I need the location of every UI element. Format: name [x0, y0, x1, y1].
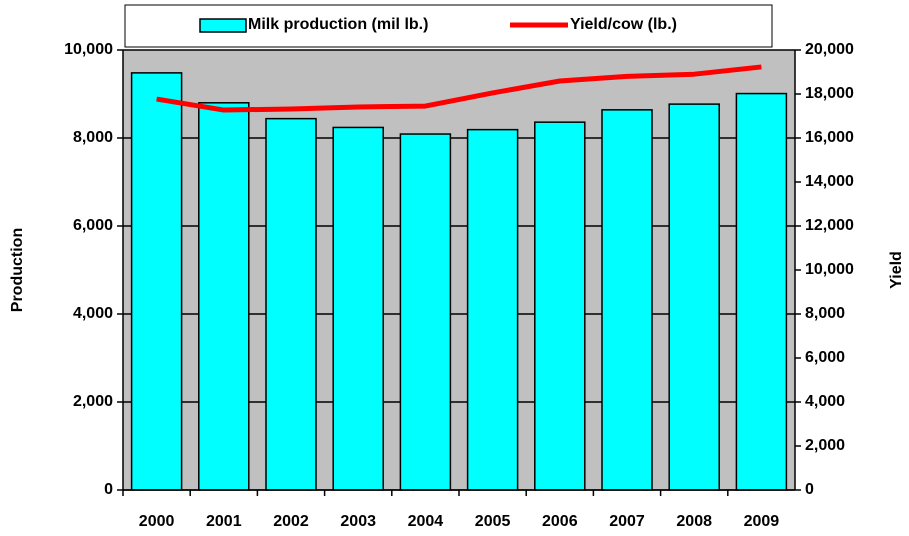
bar: [130, 72, 183, 491]
y-tick-label: 0: [104, 481, 113, 498]
bar: [466, 128, 519, 491]
x-tick-label: 2006: [542, 513, 578, 530]
x-tick-label: 2009: [744, 513, 780, 530]
bar: [265, 117, 317, 491]
x-tick-label: 2002: [273, 513, 309, 530]
bar: [668, 103, 720, 491]
legend-label: Yield/cow (lb.): [570, 16, 677, 33]
bar: [198, 102, 250, 491]
y2-tick-label: 18,000: [805, 85, 854, 102]
y-tick-label: 2,000: [73, 393, 113, 410]
x-tick-label: 2001: [206, 513, 242, 530]
line: [156, 64, 762, 113]
y2-tick-label: 0: [805, 481, 814, 498]
y2-tick-label: 20,000: [805, 41, 854, 58]
x-tick-label: 2003: [340, 513, 376, 530]
y2-tick-label: 4,000: [805, 393, 845, 410]
y-tick-label: 10,000: [64, 41, 113, 58]
legend-label: Milk production (mil lb.): [248, 16, 428, 33]
y-tick-label: 8,000: [73, 129, 113, 146]
y2-tick-label: 2,000: [805, 437, 845, 454]
bar: [332, 126, 384, 491]
y2-axis-label: Yield: [888, 251, 905, 289]
legend-swatch: [199, 18, 247, 33]
bar: [534, 121, 586, 491]
y2-tick-label: 16,000: [805, 129, 854, 146]
y2-tick-label: 8,000: [805, 305, 845, 322]
x-tick-label: 2004: [408, 513, 444, 530]
x-tick-label: 2000: [139, 513, 175, 530]
x-tick-label: 2007: [609, 513, 645, 530]
y-axis-label: Production: [9, 228, 26, 312]
x-tick-label: 2008: [676, 513, 712, 530]
x-tick-label: 2005: [475, 513, 511, 530]
y-tick-label: 6,000: [73, 217, 113, 234]
bar: [601, 109, 653, 491]
y-tick-label: 4,000: [73, 305, 113, 322]
y2-tick-label: 14,000: [805, 173, 854, 190]
y2-tick-label: 10,000: [805, 261, 854, 278]
y2-tick-label: 6,000: [805, 349, 845, 366]
y2-tick-label: 12,000: [805, 217, 854, 234]
bar: [399, 133, 452, 491]
bar: [735, 92, 788, 491]
